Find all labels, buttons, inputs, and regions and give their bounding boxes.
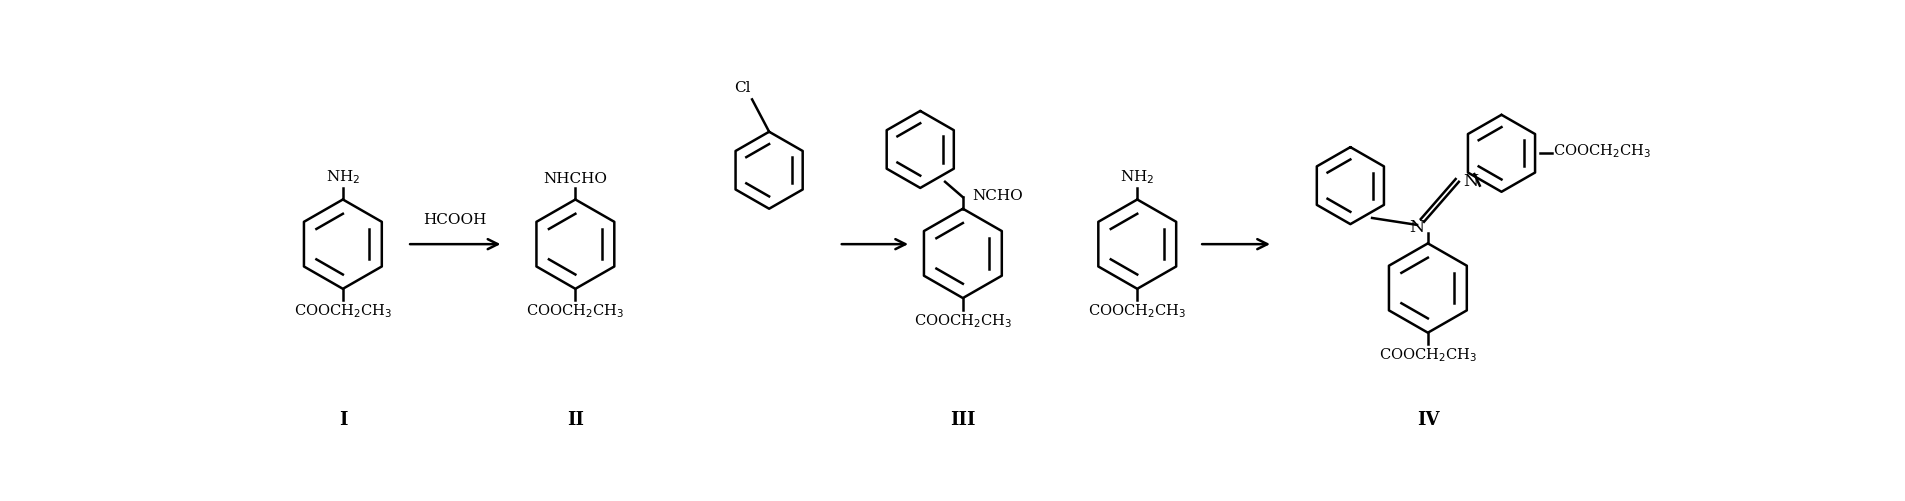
Text: COOCH$_2$CH$_3$: COOCH$_2$CH$_3$: [1377, 347, 1476, 364]
Text: I: I: [339, 411, 347, 429]
Text: N: N: [1408, 219, 1423, 236]
Text: COOCH$_2$CH$_3$: COOCH$_2$CH$_3$: [1088, 303, 1185, 320]
Text: NH$_2$: NH$_2$: [326, 169, 360, 186]
Text: NH$_2$: NH$_2$: [1120, 169, 1154, 186]
Text: II: II: [566, 411, 583, 429]
Text: Cl: Cl: [733, 81, 751, 95]
Text: HCOOH: HCOOH: [423, 213, 486, 227]
Text: COOCH$_2$CH$_3$: COOCH$_2$CH$_3$: [912, 312, 1012, 330]
Text: COOCH$_2$CH$_3$: COOCH$_2$CH$_3$: [1553, 142, 1650, 160]
Text: III: III: [949, 411, 975, 429]
Text: IV: IV: [1415, 411, 1438, 429]
Text: COOCH$_2$CH$_3$: COOCH$_2$CH$_3$: [526, 303, 625, 320]
Text: NCHO: NCHO: [972, 189, 1023, 202]
Text: N: N: [1463, 173, 1478, 190]
Text: COOCH$_2$CH$_3$: COOCH$_2$CH$_3$: [293, 303, 392, 320]
Text: NHCHO: NHCHO: [543, 172, 608, 186]
